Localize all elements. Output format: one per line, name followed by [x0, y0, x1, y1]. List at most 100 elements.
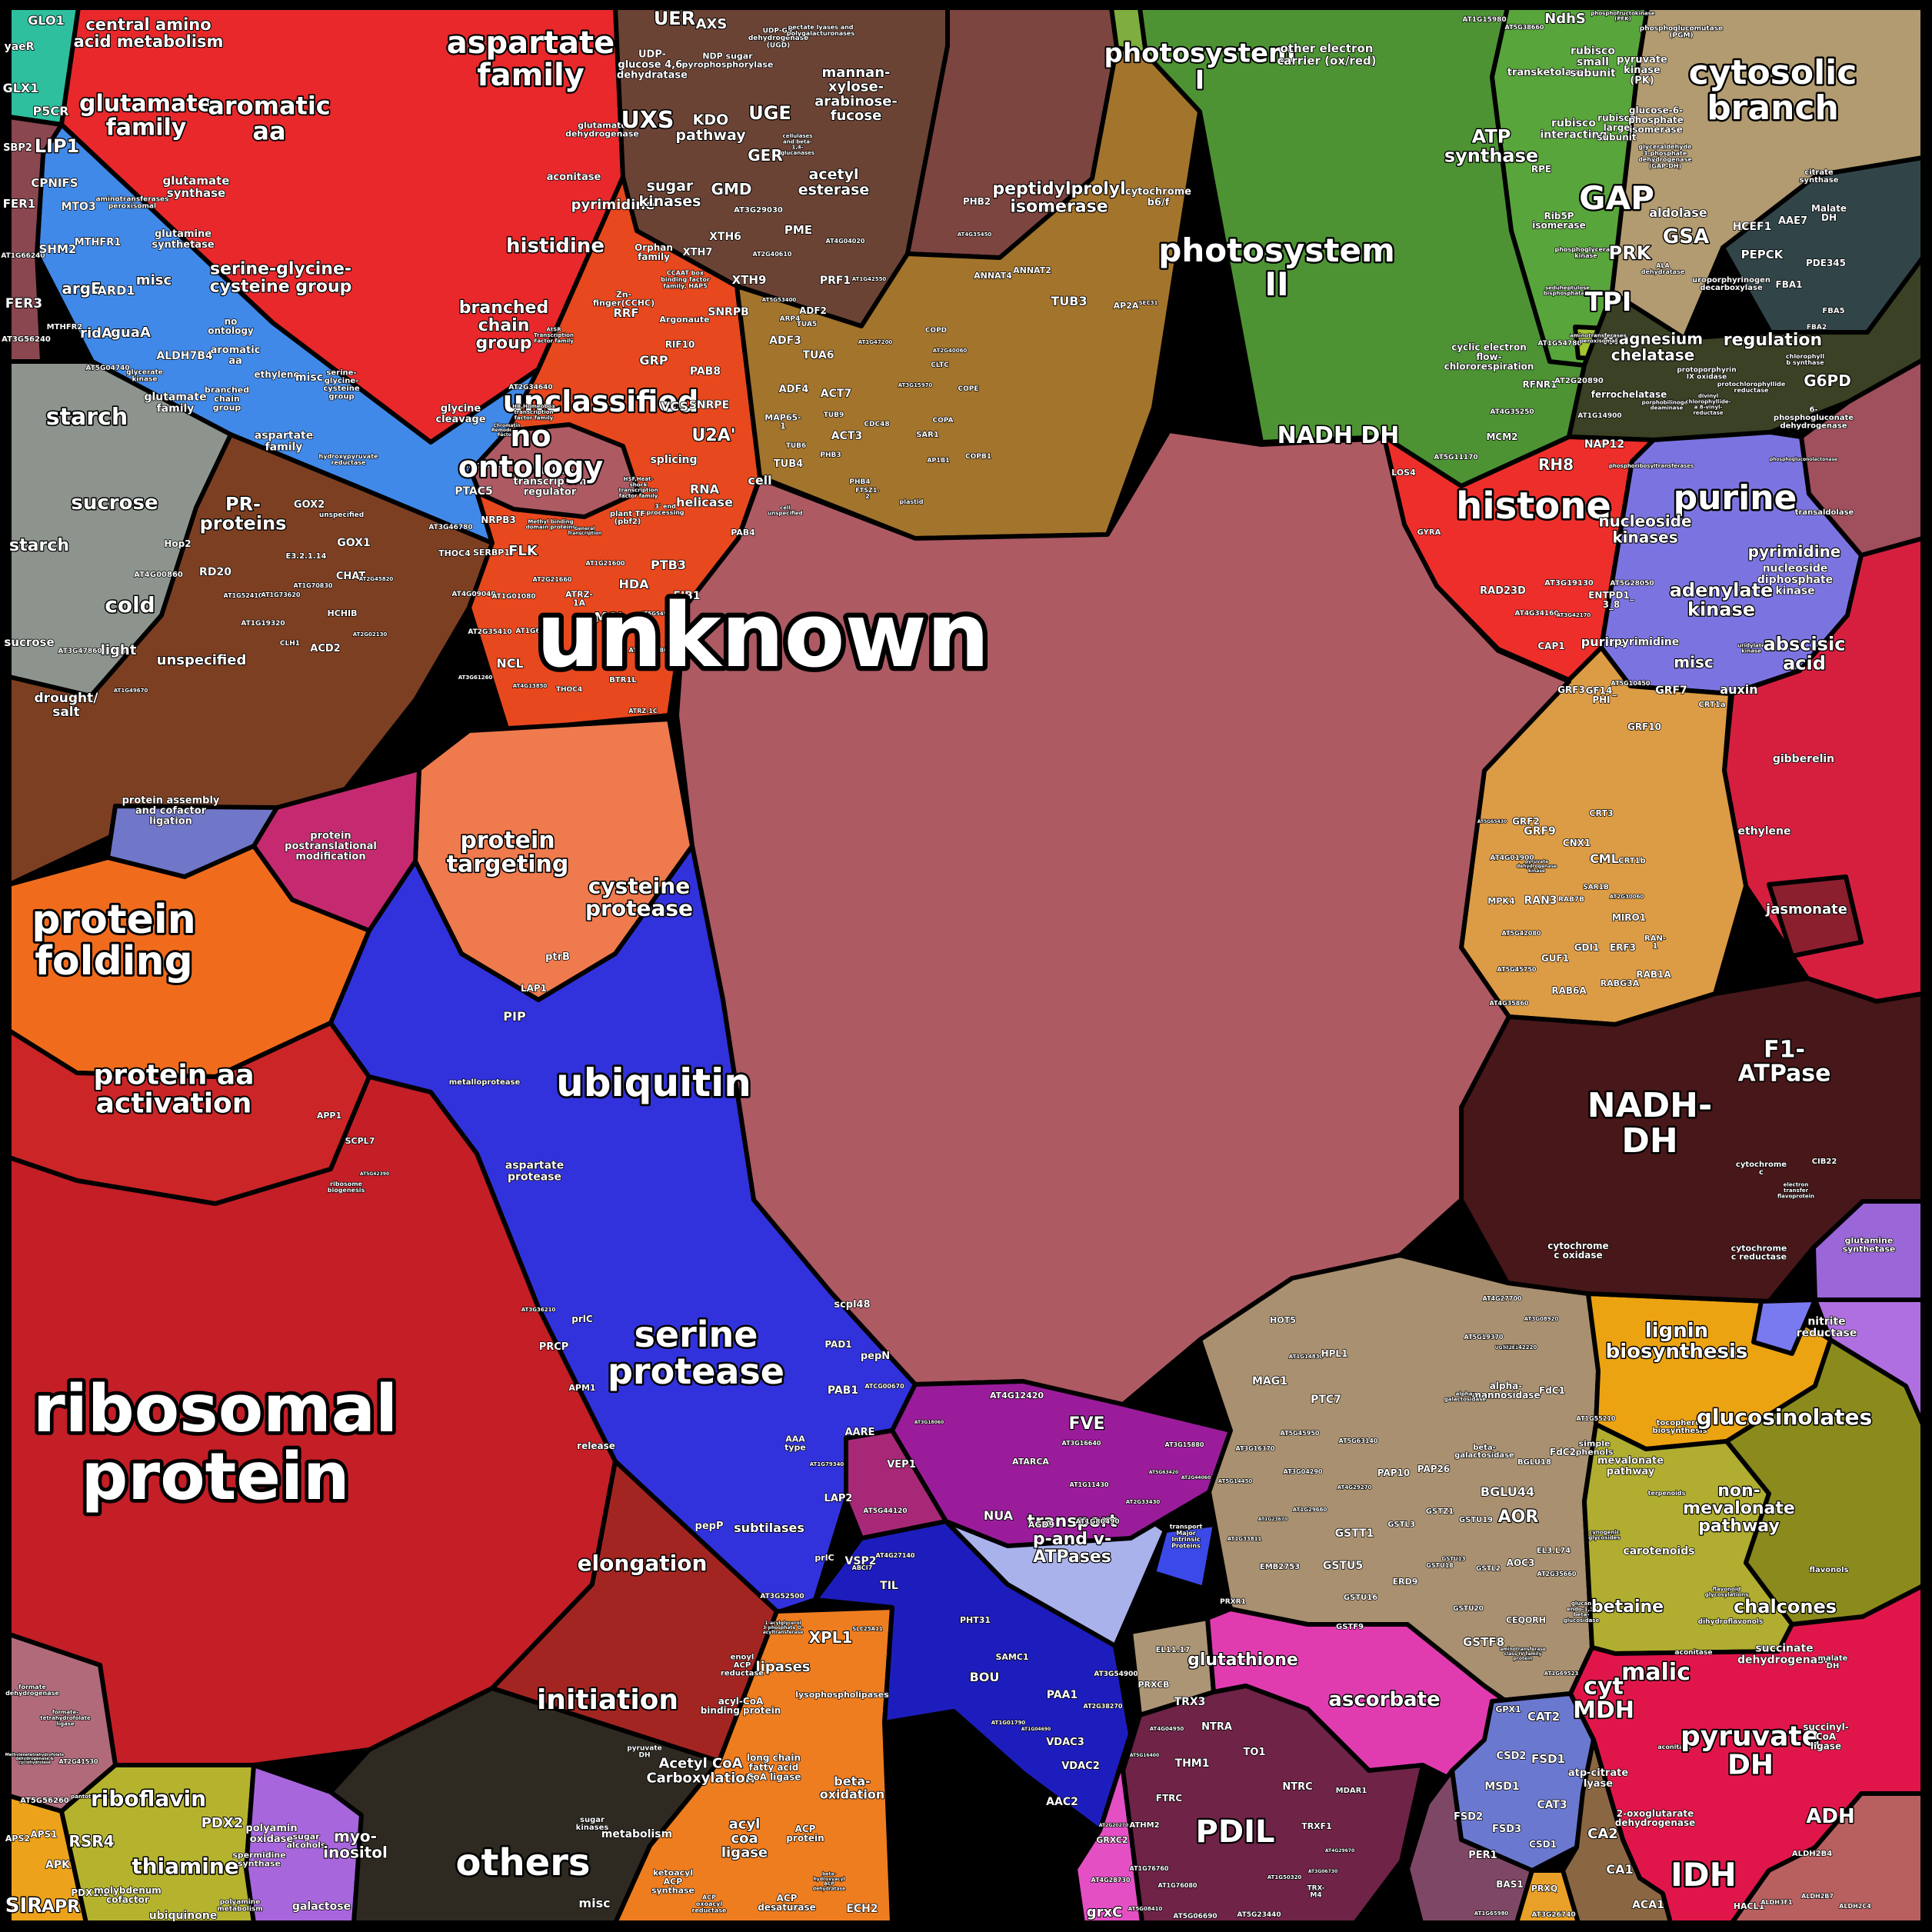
cell-label: BGLU44 [1481, 1484, 1534, 1499]
cell-label: RAB7B [1558, 896, 1584, 904]
cell-label: AT2G20890 [1554, 377, 1604, 385]
region-orange-cell-small[interactable] [1514, 1868, 1581, 1925]
cell-label: dihydroflavonols [1698, 1618, 1764, 1626]
cell-label: COPE [958, 385, 979, 393]
cell-label: AT5G53400 [762, 297, 797, 303]
cell-label: ubiquitin [556, 1061, 751, 1105]
cell-label: sugar kinases [638, 178, 701, 210]
cell-label: AAC2 [1046, 1796, 1078, 1808]
region-pdil-plum[interactable] [1121, 1684, 1425, 1925]
cell-label: uroporphyrinogen decarboxylase [1692, 276, 1770, 292]
cell-label: AT4G24770 [552, 650, 596, 658]
region-vep-magenta[interactable] [844, 1428, 948, 1541]
region-no-ontology-lobe[interactable] [468, 422, 641, 519]
cell-label: aldolase [1649, 205, 1707, 220]
cell-label: cold [105, 592, 155, 618]
region-carbonic-anhydrase-brown[interactable] [1561, 1737, 1673, 1925]
cell-label: AT5G42080 [1502, 930, 1541, 937]
cell-label: MTO3 [61, 201, 95, 213]
region-peri-mini[interactable] [1751, 1297, 1817, 1356]
cell-label: glutamine synthetase [1843, 1235, 1896, 1254]
cell-label: riboflavin [91, 1786, 206, 1811]
cell-label: PHB4 [849, 478, 870, 486]
cell-label: protein aa activation [94, 1059, 255, 1119]
region-jasmonate-cell[interactable] [1767, 874, 1864, 958]
cell-label: AT3G54900 [1094, 1671, 1138, 1678]
cell-label: AT1G11430 [1070, 1481, 1109, 1488]
cell-label: phosphoribosyltransferases [1609, 463, 1694, 469]
cell-label: prlC [814, 1553, 834, 1563]
cell-label: AT1G70830 [294, 582, 333, 589]
cell-label: PAD1 [824, 1339, 851, 1350]
region-initiation-darkred[interactable] [490, 1459, 779, 1764]
cell-label: AT1G54780 [1537, 340, 1581, 348]
cell-label: PDE345 [1806, 258, 1846, 268]
cell-label: ADF2 [799, 305, 827, 316]
cell-label: AT5G45750 [1497, 966, 1537, 973]
region-mip-blue[interactable] [1151, 1522, 1217, 1591]
cell-label: E3.2.1.14 [285, 552, 326, 561]
cell-label: AT1G73620 [261, 591, 301, 598]
cell-label: peptidylprolyl isomerase [992, 180, 1125, 217]
cell-label: argE [62, 279, 101, 298]
cell-label: CPNIFS [31, 176, 78, 190]
cell-label: polyamine metabolism [217, 1898, 262, 1913]
cell-label: ALDH2B7 [1801, 1893, 1834, 1900]
cell-label: thiamine [132, 1854, 239, 1879]
region-aldh-rose[interactable] [1730, 1791, 1925, 1925]
cell-label: Hop2 [164, 538, 191, 549]
cell-label: CIB22 [1812, 1158, 1837, 1166]
cell-label: AT5G08410 [1128, 1906, 1163, 1912]
cell-label: AT3G15880 [1165, 1441, 1204, 1448]
cell-label: AT1G66240 [1, 252, 45, 260]
cell-label: FSD3 [1492, 1824, 1521, 1835]
cell-label: ARP4 [780, 315, 801, 323]
cell-label: AT4G12420 [990, 1391, 1044, 1401]
cell-label: AT1G42550 [852, 276, 887, 282]
cell-label: P5CR [33, 104, 69, 118]
cell-label: serine protease [608, 1314, 784, 1392]
cell-label: sucrose [4, 635, 54, 649]
cell-label: AT3G04290 [1284, 1468, 1323, 1475]
cell-label: guaA [111, 325, 151, 341]
region-cytoskeleton-golden[interactable] [734, 45, 1202, 541]
cell-label: GDI1 [1574, 942, 1600, 953]
cell-label: spermidine synthase [232, 1850, 285, 1868]
cell-label: CSD2 [1497, 1750, 1527, 1762]
cell-label: APP1 [317, 1111, 341, 1121]
cell-label: pyrimidine [571, 197, 655, 213]
cell-label: PHT31 [960, 1615, 991, 1625]
cell-label: acetyl esterase [798, 166, 870, 198]
cell-label: ATCG00740 [463, 462, 503, 469]
region-peroxiredoxin-plum[interactable] [1405, 1768, 1534, 1925]
cell-label: XTH7 [683, 247, 713, 258]
cell-label: others [456, 1841, 591, 1884]
cell-label: CAT3 [1537, 1799, 1567, 1811]
cell-label: AT1G19320 [241, 620, 285, 628]
cell-label: AT2G45820 [359, 576, 394, 582]
cell-label: RAB6A [1551, 985, 1587, 996]
cell-label: cyt MDH [1573, 1673, 1634, 1724]
cell-label: RSR4 [68, 1832, 114, 1850]
cell-label: AT2G33430 [1126, 1499, 1161, 1505]
cell-label: cell [748, 473, 771, 488]
cell-label: RH8 [1538, 455, 1574, 474]
cell-label: MDAR1 [1336, 1787, 1367, 1795]
cell-label: EMB2753 [1260, 1563, 1300, 1571]
cell-label: COPA [933, 417, 954, 425]
region-grx-pink[interactable] [1073, 1713, 1144, 1925]
cell-label: RAN3 [1524, 894, 1557, 907]
cell-label: transport Major Intrinsic Proteins [1170, 1524, 1203, 1550]
cell-label: AT3G36210 [521, 1307, 556, 1313]
cell-label: UDP-glucose 4,6-dehydratase [617, 48, 688, 81]
cell-label: carotenoids [1623, 1545, 1694, 1557]
cell-label: AT1G33811 [1227, 1536, 1262, 1542]
cell-label: AT3G06730 [1308, 1869, 1337, 1874]
cell-label: BGLU18 [1517, 1458, 1551, 1467]
cell-label: PTC7 [1311, 1394, 1341, 1406]
cell-label: ATRZ-1A [565, 589, 593, 608]
cell-label: FSD1 [1531, 1752, 1565, 1766]
cell-label: LOS4 [1391, 468, 1416, 478]
region-nitrite-violet[interactable] [1813, 1297, 1925, 1427]
cell-label: hydroxypyruvate reductase [319, 453, 378, 466]
